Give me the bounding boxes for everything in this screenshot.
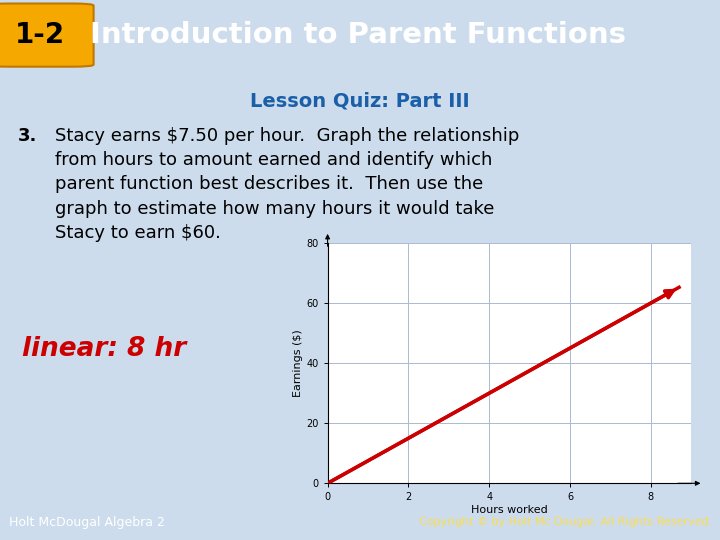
Text: Introduction to Parent Functions: Introduction to Parent Functions [90, 21, 626, 49]
Y-axis label: Earnings ($): Earnings ($) [294, 329, 303, 397]
FancyBboxPatch shape [0, 3, 94, 66]
Text: 3.: 3. [18, 127, 37, 145]
X-axis label: Hours worked: Hours worked [471, 505, 548, 515]
Text: linear: 8 hr: linear: 8 hr [22, 336, 186, 362]
Text: Holt McDougal Algebra 2: Holt McDougal Algebra 2 [9, 516, 164, 529]
Text: Lesson Quiz: Part III: Lesson Quiz: Part III [250, 92, 470, 111]
Text: 1-2: 1-2 [15, 21, 66, 49]
Text: Stacy earns $7.50 per hour.  Graph the relationship
from hours to amount earned : Stacy earns $7.50 per hour. Graph the re… [55, 127, 519, 242]
Text: Copyright © by Holt Mc Dougal. All Rights Reserved.: Copyright © by Holt Mc Dougal. All Right… [420, 517, 713, 528]
